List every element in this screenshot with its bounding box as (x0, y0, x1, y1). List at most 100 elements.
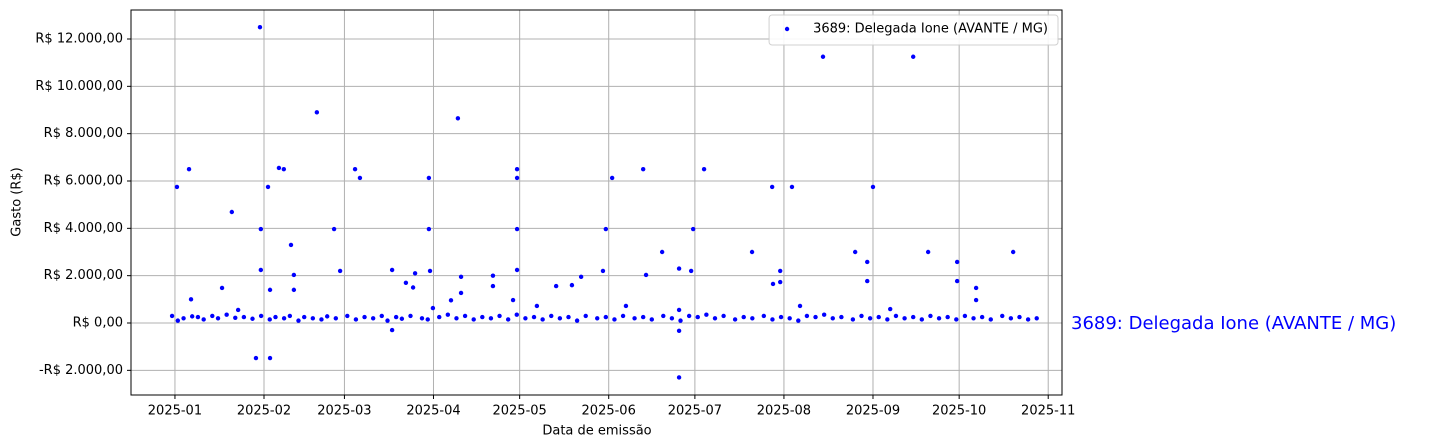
point (988, 317, 993, 322)
point (514, 312, 519, 317)
point (770, 317, 775, 322)
point (393, 314, 399, 320)
x-tick-label: 2025-02 (237, 404, 291, 419)
point (265, 184, 271, 190)
point (578, 274, 584, 280)
point (876, 314, 881, 320)
legend-label: 3689: Delegada Ione (AVANTE / MG) (813, 22, 1048, 37)
x-tick-label: 2025-05 (492, 404, 546, 419)
point (936, 316, 942, 321)
point (870, 184, 876, 190)
point (399, 316, 405, 321)
point (437, 314, 442, 320)
point (661, 313, 666, 319)
point (1008, 316, 1014, 321)
point (1000, 313, 1005, 319)
point (454, 316, 459, 321)
point (258, 313, 264, 319)
point (258, 226, 264, 232)
x-axis-label: Data de emissão (542, 424, 651, 439)
point (919, 317, 925, 322)
point (867, 316, 873, 321)
point (480, 314, 485, 320)
point (749, 249, 755, 255)
point (219, 285, 225, 291)
point (954, 278, 960, 284)
point (419, 316, 425, 321)
point (175, 318, 181, 323)
point (448, 298, 454, 303)
point (925, 249, 931, 255)
point (865, 278, 870, 284)
legend-marker (784, 26, 790, 32)
point (954, 317, 959, 322)
point (574, 318, 580, 323)
point (302, 314, 307, 320)
point (310, 316, 316, 321)
point (490, 283, 496, 289)
point (787, 316, 792, 321)
point (603, 226, 609, 232)
point (389, 267, 395, 273)
point (1017, 314, 1022, 320)
point (789, 184, 795, 190)
point (954, 259, 960, 265)
point (859, 313, 864, 319)
point (659, 249, 665, 255)
point (669, 316, 675, 321)
point (566, 314, 571, 320)
point (609, 175, 615, 181)
point (1034, 316, 1039, 321)
point (233, 315, 238, 320)
point (732, 317, 738, 322)
point (531, 314, 537, 320)
legend-box (768, 14, 1059, 46)
point (540, 317, 545, 322)
point (505, 317, 511, 322)
point (688, 268, 694, 274)
point (676, 307, 682, 313)
point (830, 316, 835, 321)
y-tick-label: R$ 0,00 (73, 316, 123, 331)
point (1025, 317, 1031, 322)
point (632, 316, 637, 321)
point (712, 316, 718, 321)
y-tick-label: R$ 4.000,00 (44, 221, 123, 236)
point (557, 316, 563, 321)
x-tick-label: 2025-01 (148, 404, 202, 419)
point (426, 175, 432, 181)
point (430, 305, 436, 311)
point (612, 317, 617, 322)
point (379, 313, 384, 319)
point (174, 184, 180, 190)
point (510, 297, 516, 303)
point (195, 314, 201, 320)
point (885, 317, 890, 322)
point (888, 306, 893, 312)
point (553, 283, 559, 289)
point (893, 313, 899, 319)
point (623, 303, 629, 309)
point (333, 316, 339, 321)
point (281, 316, 287, 321)
point (258, 267, 264, 273)
point (852, 249, 858, 255)
point (370, 316, 376, 321)
point (250, 316, 255, 321)
point (911, 314, 916, 320)
point (385, 318, 390, 323)
point (797, 303, 803, 309)
point (820, 54, 826, 59)
point (902, 316, 907, 321)
x-tick-label: 2025-10 (932, 404, 986, 419)
point (595, 316, 600, 321)
point (761, 313, 767, 319)
y-tick-label: R$ 10.000,00 (35, 79, 123, 94)
point (267, 287, 273, 293)
point (778, 268, 783, 274)
x-tick-label: 2025-11 (1021, 404, 1075, 419)
y-tick-label: R$ 2.000,00 (44, 268, 123, 283)
point (458, 290, 464, 296)
point (497, 313, 502, 319)
